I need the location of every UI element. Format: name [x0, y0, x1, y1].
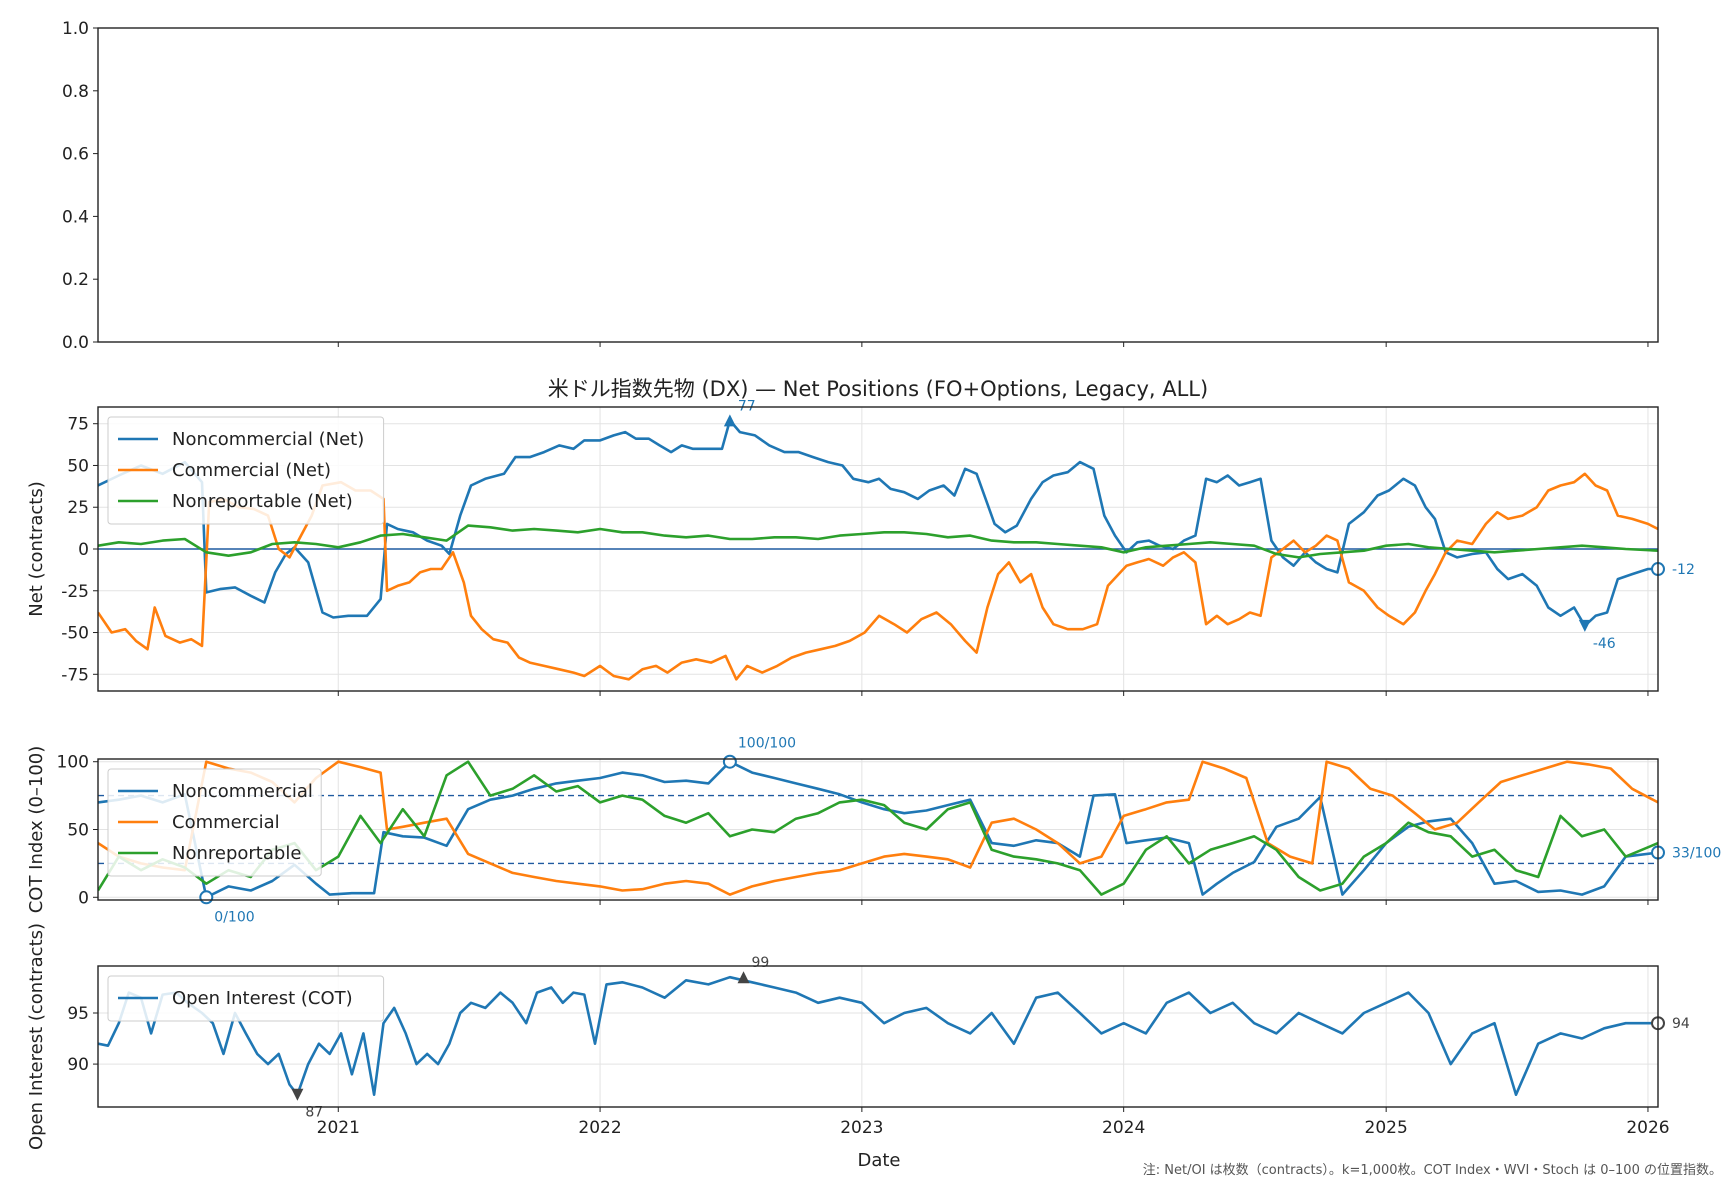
axes-frame	[97, 27, 1659, 343]
legend-label: Nonreportable (Net)	[172, 491, 353, 512]
series-group	[98, 975, 1658, 1096]
x-tick-label: 2022	[578, 1118, 621, 1138]
y-tick-label: 95	[67, 1004, 89, 1024]
x-tick-label: 2026	[1626, 1118, 1669, 1138]
legend-box	[107, 768, 322, 877]
legend-label: Nonreportable	[172, 843, 301, 864]
x-tick-label: 2023	[840, 1118, 883, 1138]
legend-label: Open Interest (COT)	[172, 988, 353, 1009]
x-tick-label: 2025	[1365, 1118, 1408, 1138]
y-tick-label: 75	[67, 415, 89, 435]
annotation-label: -46	[1593, 636, 1616, 652]
legend-box	[107, 416, 385, 525]
y-tick-label: -75	[61, 665, 89, 685]
annotation-label: 87	[305, 1105, 323, 1121]
y-tick-label: 100	[57, 753, 89, 773]
legend-label: Noncommercial (Net)	[172, 429, 364, 450]
last-marker	[722, 754, 737, 769]
legend-label: Commercial	[172, 812, 280, 833]
annotation-label: 99	[752, 955, 770, 971]
y-tick-label: 90	[67, 1055, 89, 1075]
annotation-label: -12	[1672, 562, 1695, 578]
last-marker	[199, 890, 214, 905]
y-tick-label: 0	[78, 540, 89, 560]
y-tick-label: -25	[61, 582, 89, 602]
max-marker	[723, 414, 736, 427]
annotation-label: 100/100	[738, 736, 796, 752]
x-tick-label: 2024	[1102, 1118, 1145, 1138]
y-axis-label: Open Interest (contracts)	[26, 923, 47, 1150]
legend: Noncommercial (Net) Commercial (Net) Nonre…	[107, 416, 385, 525]
min-marker	[291, 1088, 304, 1101]
y-axis-label: Net (contracts)	[26, 481, 47, 617]
series-line	[98, 524, 1658, 559]
y-tick-label: 50	[67, 821, 89, 841]
series-line	[98, 419, 1658, 628]
panel-open_interest: 90 95 2021 2022 2023 2024 2025 2026 99 87 94 Open I…	[26, 923, 1690, 1150]
footnote: 注: Net/OI は枚数（contracts）。k=1,000枚。COT In…	[1143, 1163, 1722, 1178]
series-line	[98, 975, 1658, 1096]
min-marker	[1578, 619, 1591, 632]
panel-title: 米ドル指数先物 (DX) — Net Positions (FO+Options…	[548, 377, 1208, 401]
panel-empty: 0.0 0.2 0.4 0.6 0.8 1.0	[62, 19, 1659, 353]
axes-frame	[97, 758, 1659, 901]
series-line	[98, 760, 1658, 899]
y-tick-label: 25	[67, 498, 89, 518]
y-tick-label: -50	[61, 624, 89, 644]
annotation-label: 33/100	[1672, 846, 1721, 862]
y-tick-label: 0.6	[62, 145, 89, 165]
y-axis-label: COT Index (0–100)	[26, 746, 47, 914]
y-tick-label: 1.0	[62, 19, 89, 39]
panel-cot_index: 0 50 100 100/100 0/100 33/100 COT Index (0–100…	[26, 736, 1721, 926]
y-tick-label: 0.0	[62, 333, 89, 353]
legend: Open Interest (COT)	[107, 975, 385, 1022]
axes-frame	[97, 406, 1659, 692]
series-group	[98, 760, 1658, 899]
legend-label: Noncommercial	[172, 781, 313, 802]
x-tick-label: 2021	[317, 1118, 360, 1138]
legend-box	[107, 975, 385, 1022]
x-axis-label: Date	[857, 1150, 900, 1171]
axes-frame	[97, 965, 1659, 1108]
y-tick-label: 0.4	[62, 207, 89, 227]
y-tick-label: 0.2	[62, 270, 89, 290]
y-tick-label: 0.8	[62, 82, 89, 102]
legend-label: Commercial (Net)	[172, 460, 331, 481]
series-line	[98, 760, 1658, 896]
series-line	[98, 760, 1658, 896]
max-marker	[737, 971, 750, 984]
annotation-label: 0/100	[214, 909, 254, 925]
legend: Noncommercial Commercial Nonreportable	[107, 768, 322, 877]
annotation-label: 94	[1672, 1016, 1690, 1032]
y-tick-label: 0	[78, 888, 89, 908]
y-tick-label: 50	[67, 456, 89, 476]
